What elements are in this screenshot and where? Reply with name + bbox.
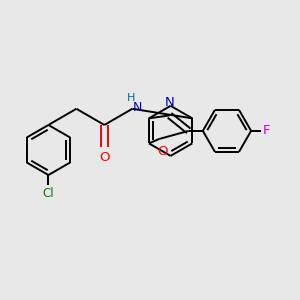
Text: O: O bbox=[157, 146, 167, 158]
Text: N: N bbox=[133, 101, 142, 114]
Text: Cl: Cl bbox=[43, 188, 54, 200]
Text: O: O bbox=[99, 151, 110, 164]
Text: F: F bbox=[263, 124, 270, 137]
Text: N: N bbox=[165, 96, 174, 109]
Text: H: H bbox=[127, 94, 135, 103]
